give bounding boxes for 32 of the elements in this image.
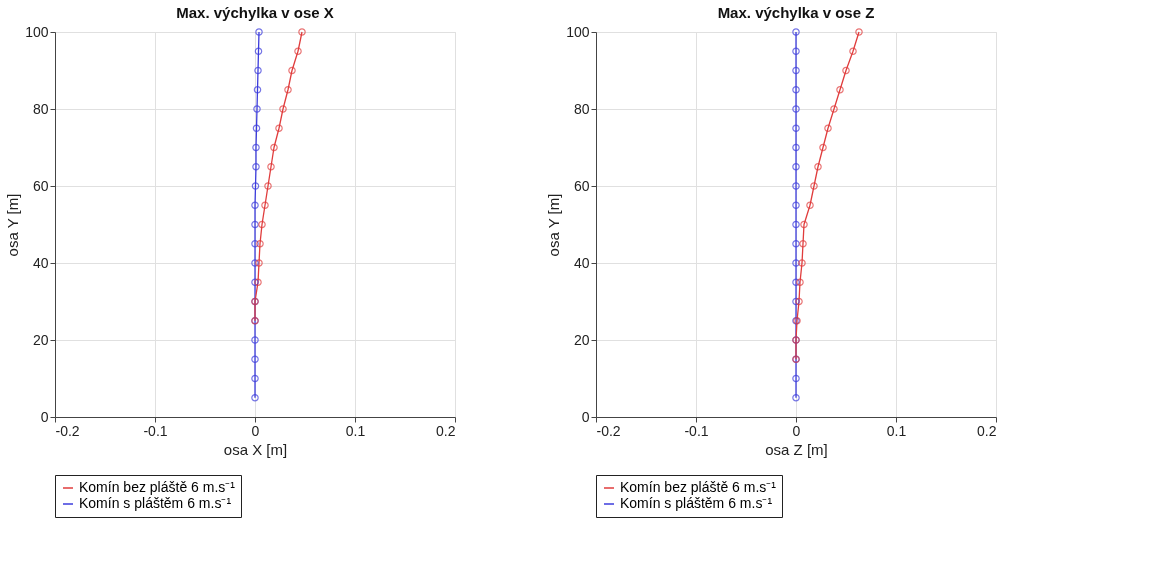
y-tick-label: 0 [40,408,49,425]
x-axis-title: osa Z [m] [765,440,828,458]
legend-label: Komín bez pláště 6 m.s⁻¹ [620,479,777,495]
y-tick-label: 60 [573,177,590,194]
x-tick-label: 0.2 [436,422,456,439]
legend-label: Komín s pláštěm 6 m.s⁻¹ [620,495,773,511]
chart-title: Max. výchylka v ose Z [717,4,875,21]
y-tick-label: 20 [573,331,590,348]
x-tick-label: 0.2 [977,422,997,439]
x-tick-label: -0.2 [55,422,80,439]
legend-label: Komín bez pláště 6 m.s⁻¹ [79,479,236,495]
x-axis-title: osa X [m] [223,440,288,458]
x-tick-label: 0 [792,422,801,439]
y-tick-label: 0 [581,408,590,425]
x-tick-label: 0 [251,422,260,439]
x-tick-label: 0.1 [345,422,366,439]
y-axis-title: osa Y [m] [545,193,563,257]
y-tick-label: 40 [32,254,49,271]
chart-title: Max. výchylka v ose X [176,4,334,21]
x-tick-label: -0.1 [684,422,709,439]
y-tick-label: 80 [573,100,590,117]
y-tick-label: 80 [32,100,49,117]
y-axis-title: osa Y [m] [4,193,22,257]
y-tick-label: 20 [32,331,49,348]
y-tick-label: 100 [25,23,49,40]
x-tick-label: 0.1 [886,422,907,439]
y-tick-label: 40 [573,254,590,271]
y-tick-label: 100 [566,23,590,40]
x-tick-label: -0.1 [143,422,168,439]
x-tick-label: -0.2 [596,422,621,439]
y-tick-label: 60 [32,177,49,194]
legend-label: Komín s pláštěm 6 m.s⁻¹ [79,495,232,511]
